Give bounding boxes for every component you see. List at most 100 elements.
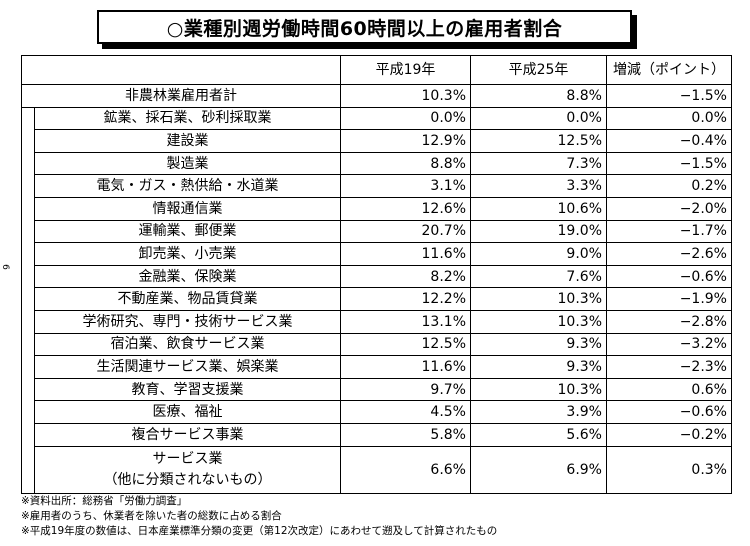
value-h25: 10.3% bbox=[470, 287, 607, 311]
value-h25: 10.3% bbox=[470, 377, 607, 402]
industry-name: 卸売業、小売業 bbox=[34, 242, 341, 266]
total-row: 非農林業雇用者計 10.3% 8.8% −1.5% bbox=[21, 84, 732, 108]
footnote: ※平成19年度の数値は、日本産業標準分類の変更（第12次改定）にあわせて遡及して… bbox=[21, 525, 498, 537]
value-change: −1.5% bbox=[606, 84, 732, 108]
table-row: 情報通信業 12.6% 10.6% −2.0% bbox=[21, 196, 732, 221]
table-row: 電気・ガス・熱供給・水道業 3.1% 3.3% 0.2% bbox=[21, 174, 732, 198]
table-row: 宿泊業、飲食サービス業 12.5% 9.3% −3.2% bbox=[21, 332, 732, 357]
industry-name: 複合サービス事業 bbox=[34, 422, 341, 447]
value-h25: 19.0% bbox=[470, 219, 607, 244]
indent-cell bbox=[21, 333, 35, 356]
industry-name: 建設業 bbox=[34, 129, 341, 153]
table-row: 不動産業、物品賃貸業 12.2% 10.3% −1.9% bbox=[21, 287, 732, 311]
value-h25: 7.6% bbox=[470, 264, 607, 289]
value-h25: 3.3% bbox=[470, 174, 607, 198]
value-change: −1.7% bbox=[606, 219, 732, 244]
value-change: 0.2% bbox=[606, 174, 732, 198]
industry-name: 生活関連サービス業、娯楽業 bbox=[34, 355, 341, 379]
value-change: −0.6% bbox=[606, 400, 732, 424]
value-h19: 9.7% bbox=[340, 377, 471, 402]
value-h19: 12.5% bbox=[340, 332, 471, 357]
table-row: 金融業、保険業 8.2% 7.6% −0.6% bbox=[21, 264, 732, 289]
indent-cell bbox=[21, 400, 35, 424]
industry-name: 製造業 bbox=[34, 151, 341, 176]
indent-cell bbox=[21, 107, 35, 130]
value-h25: 10.3% bbox=[470, 309, 607, 334]
header-blank bbox=[21, 55, 341, 85]
industry-name: サービス業 （他に分類されないもの） bbox=[34, 445, 341, 494]
side-page-number: 6 bbox=[0, 264, 10, 270]
value-h19: 10.3% bbox=[340, 84, 471, 108]
value-h25: 12.5% bbox=[470, 129, 607, 153]
industry-name-line: サービス業 bbox=[152, 450, 223, 467]
header-h25: 平成25年 bbox=[470, 55, 607, 85]
value-h19: 3.1% bbox=[340, 174, 471, 198]
value-change: −0.6% bbox=[606, 264, 732, 289]
indent-cell bbox=[21, 378, 35, 401]
value-h19: 6.6% bbox=[340, 445, 471, 494]
indent-cell bbox=[21, 197, 35, 221]
value-h19: 12.6% bbox=[340, 196, 471, 221]
header-change: 増減（ポイント） bbox=[606, 55, 732, 85]
value-h19: 11.6% bbox=[340, 242, 471, 266]
indent-cell bbox=[21, 287, 35, 311]
table-row: 製造業 8.8% 7.3% −1.5% bbox=[21, 151, 732, 176]
value-h25: 9.3% bbox=[470, 332, 607, 357]
value-h19: 20.7% bbox=[340, 219, 471, 244]
table-row: 教育、学習支援業 9.7% 10.3% 0.6% bbox=[21, 377, 732, 402]
value-h25: 9.3% bbox=[470, 355, 607, 379]
industry-name: 医療、福祉 bbox=[34, 400, 341, 424]
value-change: −0.2% bbox=[606, 422, 732, 447]
industry-name: 宿泊業、飲食サービス業 bbox=[34, 332, 341, 357]
industry-name: 教育、学習支援業 bbox=[34, 377, 341, 402]
value-change: −2.3% bbox=[606, 355, 732, 379]
value-h19: 8.2% bbox=[340, 264, 471, 289]
value-change: −2.6% bbox=[606, 242, 732, 266]
indent-cell bbox=[21, 265, 35, 288]
footnotes: ※資料出所：総務省「労働力調査」 ※雇用者のうち、休業者を除いた者の総数に占める… bbox=[21, 494, 497, 539]
header-h19: 平成19年 bbox=[340, 55, 471, 85]
industry-name: 情報通信業 bbox=[34, 196, 341, 221]
value-h19: 12.9% bbox=[340, 129, 471, 153]
value-h25: 9.0% bbox=[470, 242, 607, 266]
value-change: −1.9% bbox=[606, 287, 732, 311]
industry-name: 不動産業、物品賃貸業 bbox=[34, 287, 341, 311]
indent-cell bbox=[21, 174, 35, 198]
industry-name-line: （他に分類されないもの） bbox=[103, 471, 272, 488]
table-row: 複合サービス事業 5.8% 5.6% −0.2% bbox=[21, 422, 732, 447]
value-h19: 12.2% bbox=[340, 287, 471, 311]
industry-name: 鉱業、採石業、砂利採取業 bbox=[34, 106, 341, 131]
industry-name: 非農林業雇用者計 bbox=[21, 84, 341, 108]
value-change: 0.3% bbox=[606, 445, 732, 494]
value-h25: 8.8% bbox=[470, 84, 607, 108]
indent-cell bbox=[21, 446, 35, 494]
indent-cell bbox=[21, 152, 35, 175]
industry-name: 電気・ガス・熱供給・水道業 bbox=[34, 174, 341, 198]
value-h19: 11.6% bbox=[340, 355, 471, 379]
industry-name: 金融業、保険業 bbox=[34, 264, 341, 289]
value-h19: 13.1% bbox=[340, 309, 471, 334]
table-row: 運輸業、郵便業 20.7% 19.0% −1.7% bbox=[21, 219, 732, 244]
table-row: 医療、福祉 4.5% 3.9% −0.6% bbox=[21, 400, 732, 424]
page-title: ○業種別週労働時間60時間以上の雇用者割合 bbox=[97, 10, 632, 44]
value-h25: 5.6% bbox=[470, 422, 607, 447]
table-row: 建設業 12.9% 12.5% −0.4% bbox=[21, 129, 732, 153]
value-h25: 10.6% bbox=[470, 196, 607, 221]
value-change: −1.5% bbox=[606, 151, 732, 176]
footnote: ※雇用者のうち、休業者を除いた者の総数に占める割合 bbox=[21, 510, 282, 522]
value-h19: 0.0% bbox=[340, 106, 471, 131]
value-h25: 7.3% bbox=[470, 151, 607, 176]
industry-name: 学術研究、専門・技術サービス業 bbox=[34, 309, 341, 334]
value-change: −2.8% bbox=[606, 309, 732, 334]
table-row: 卸売業、小売業 11.6% 9.0% −2.6% bbox=[21, 242, 732, 266]
table-row: サービス業 （他に分類されないもの） 6.6% 6.9% 0.3% bbox=[21, 445, 732, 494]
value-h19: 8.8% bbox=[340, 151, 471, 176]
value-h25: 0.0% bbox=[470, 106, 607, 131]
indent-cell bbox=[21, 423, 35, 446]
value-change: 0.0% bbox=[606, 106, 732, 131]
value-h25: 3.9% bbox=[470, 400, 607, 424]
footnote: ※資料出所：総務省「労働力調査」 bbox=[21, 495, 188, 507]
table-row: 学術研究、専門・技術サービス業 13.1% 10.3% −2.8% bbox=[21, 309, 732, 334]
table-row: 鉱業、採石業、砂利採取業 0.0% 0.0% 0.0% bbox=[21, 106, 732, 131]
value-change: −3.2% bbox=[606, 332, 732, 357]
